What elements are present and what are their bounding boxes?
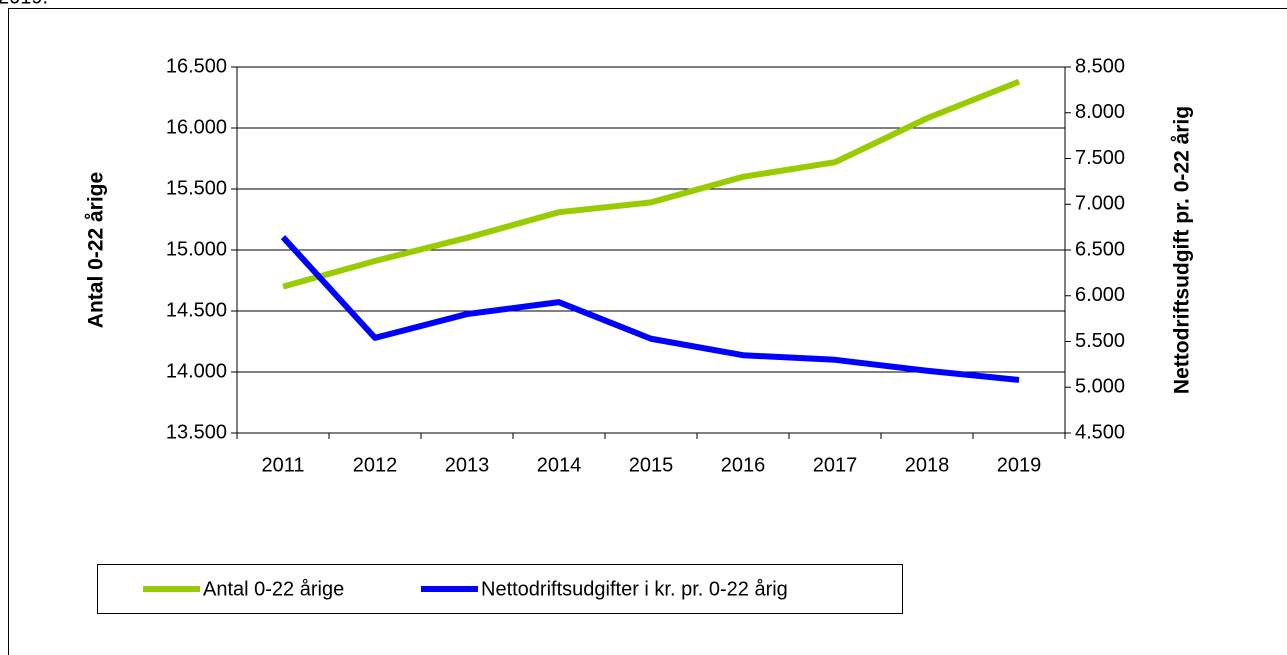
header-note: 2019. [0, 0, 48, 8]
x-tick-label: 2013 [445, 454, 490, 476]
y2-tick-label: 8.500 [1075, 55, 1125, 77]
y2-tick-label: 6.000 [1075, 284, 1125, 306]
y-tick-label: 14.500 [166, 299, 227, 321]
y-tick-label: 16.500 [166, 55, 227, 77]
x-tick-label: 2015 [629, 454, 674, 476]
line-series [280, 235, 1020, 383]
x-tick-label: 2012 [353, 454, 398, 476]
y-tick-label: 13.500 [166, 421, 227, 443]
x-tick-label: 2011 [261, 454, 304, 476]
y-tick-label: 15.500 [166, 177, 227, 199]
line-series [282, 78, 1021, 290]
y2-tick-label: 8.000 [1075, 101, 1125, 123]
y2-tick-label: 7.000 [1075, 193, 1125, 215]
y-axis-title: Antal 0-22 årige [85, 172, 108, 328]
chart-frame [8, 8, 1287, 655]
y2-tick-label: 6.500 [1075, 238, 1125, 260]
x-tick-label: 2019 [997, 454, 1042, 476]
y2-tick-label: 5.000 [1075, 376, 1125, 398]
legend-label: Nettodriftsudgifter i kr. pr. 0-22 årig [481, 578, 788, 600]
x-tick-label: 2016 [721, 454, 766, 476]
x-tick-label: 2014 [537, 454, 582, 476]
y2-tick-label: 5.500 [1075, 330, 1125, 352]
y-tick-label: 16.000 [166, 116, 227, 138]
y2-tick-label: 4.500 [1075, 421, 1125, 443]
legend-label: Antal 0-22 årige [203, 578, 344, 600]
legend-box [97, 564, 903, 614]
y-tick-label: 14.000 [166, 360, 227, 382]
y2-tick-label: 7.500 [1075, 147, 1125, 169]
x-tick-label: 2017 [813, 454, 858, 476]
x-tick-label: 2018 [905, 454, 950, 476]
y-tick-label: 15.000 [166, 238, 227, 260]
y2-axis-title: Nettodriftsudgift pr. 0-22 årig [1171, 106, 1194, 394]
